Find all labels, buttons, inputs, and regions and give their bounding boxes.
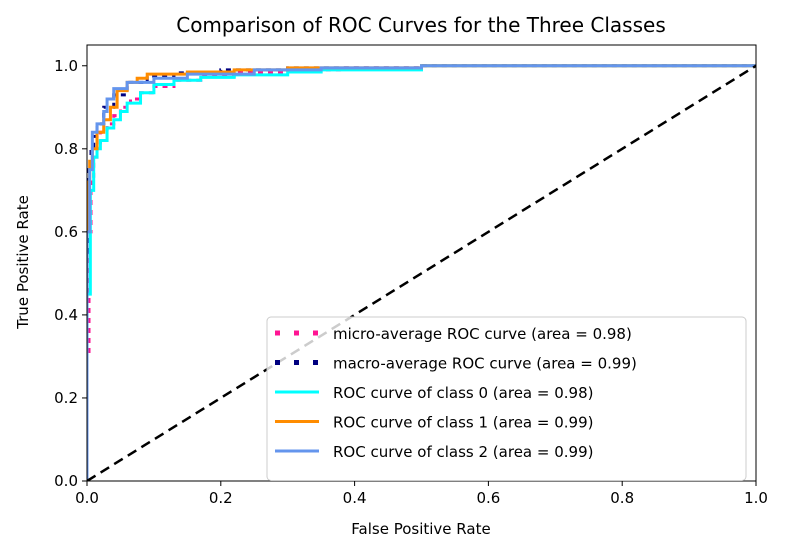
legend-label-1: macro-average ROC curve (area = 0.99) — [333, 355, 637, 373]
y-tick-label: 0.0 — [54, 472, 78, 490]
legend: micro-average ROC curve (area = 0.98) mac… — [266, 316, 747, 481]
y-tick-label: 1.0 — [54, 57, 78, 75]
x-tick-label: 0.8 — [610, 489, 634, 507]
axes-layer: 0.0 0.2 0.4 0.6 0.8 1.0 0.0 0.2 0.4 0.6 0.8 1.0 — [54, 44, 768, 507]
x-tick-label: 0.0 — [75, 489, 99, 507]
legend-label-0: micro-average ROC curve (area = 0.98) — [333, 325, 632, 343]
legend-box — [266, 316, 747, 481]
x-tick-label: 0.2 — [209, 489, 233, 507]
legend-label-4: ROC curve of class 2 (area = 0.99) — [333, 443, 593, 461]
x-tick-label: 1.0 — [744, 489, 768, 507]
series-line-4 — [87, 64, 756, 481]
y-tick-label: 0.2 — [54, 389, 78, 407]
y-tick-label: 0.4 — [54, 306, 78, 324]
series-layer — [87, 64, 756, 481]
y-tick-label: 0.6 — [54, 223, 78, 241]
legend-label-2: ROC curve of class 0 (area = 0.98) — [333, 384, 593, 402]
legend-label-3: ROC curve of class 1 (area = 0.99) — [333, 414, 593, 432]
y-tick-label: 0.8 — [54, 140, 78, 158]
series-line-5 — [87, 64, 756, 481]
x-tick-label: 0.6 — [476, 489, 500, 507]
y-axis-label: True Positive Rate — [14, 195, 32, 330]
chart-title: Comparison of ROC Curves for the Three C… — [176, 13, 666, 37]
series-line-2 — [87, 64, 756, 481]
x-tick-label: 0.4 — [343, 489, 367, 507]
x-axis-label: False Positive Rate — [351, 520, 490, 538]
